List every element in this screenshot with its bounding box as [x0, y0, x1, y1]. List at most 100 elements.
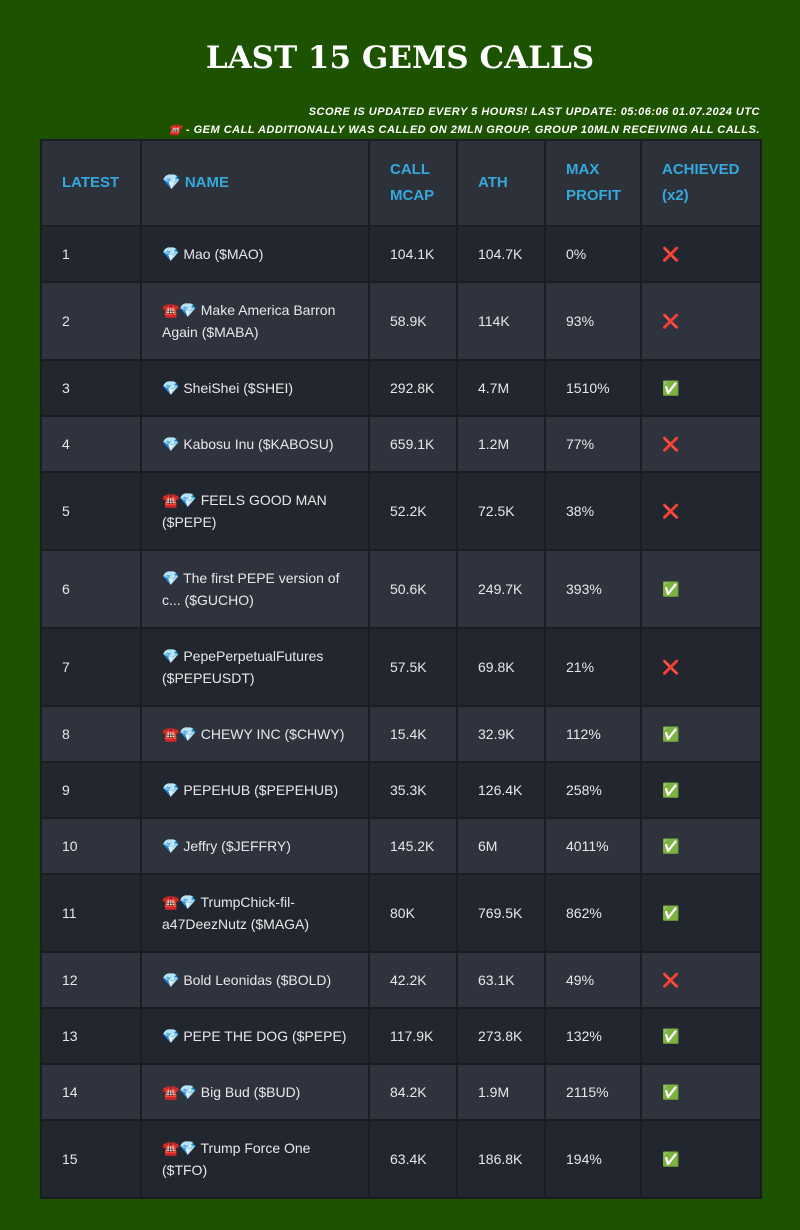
achieved: ✅: [640, 705, 762, 763]
ath: 1.9M: [456, 1063, 546, 1121]
call-mcap: 117.9K: [368, 1007, 458, 1065]
call-mcap: 63.4K: [368, 1119, 458, 1199]
rank: 13: [40, 1007, 142, 1065]
ath: 1.2M: [456, 415, 546, 473]
column-header: LATEST: [40, 139, 142, 227]
max-profit: 93%: [544, 281, 642, 361]
title: LAST 15 GEMS CALLS: [205, 40, 595, 76]
max-profit: 49%: [544, 951, 642, 1009]
call-mcap: 15.4K: [368, 705, 458, 763]
rank: 9: [40, 761, 142, 819]
rank: 8: [40, 705, 142, 763]
token-name: ☎️💎 Trump Force One ($TFO): [140, 1119, 370, 1199]
rank: 12: [40, 951, 142, 1009]
call-mcap: 292.8K: [368, 359, 458, 417]
achieved: ✅: [640, 1063, 762, 1121]
token-name: 💎 PEPEHUB ($PEPEHUB): [140, 761, 370, 819]
achieved: ❌: [640, 225, 762, 283]
token-name: 💎 Mao ($MAO): [140, 225, 370, 283]
column-header: 💎 NAME: [140, 139, 370, 227]
call-mcap: 35.3K: [368, 761, 458, 819]
calls-table: LATEST 💎 NAME CALL MCAP ATH MAX PROFIT ACHIEV…: [40, 139, 762, 1199]
max-profit: 2115%: [544, 1063, 642, 1121]
call-mcap: 58.9K: [368, 281, 458, 361]
column-header: ACHIEVED (x2): [640, 139, 762, 227]
table-row: 11 ☎️💎 TrumpChick-fil-a47DeezNutz ($MAGA)…: [40, 873, 762, 953]
achieved: ✅: [640, 1119, 762, 1199]
token-name: 💎 The first PEPE version of c... ($GUCHO…: [140, 549, 370, 629]
call-mcap: 145.2K: [368, 817, 458, 875]
achieved: ✅: [640, 817, 762, 875]
table-row: 7 💎 PepePerpetualFutures ($PEPEUSDT) 57.5K…: [40, 627, 762, 707]
ath: 114K: [456, 281, 546, 361]
token-name: ☎️💎 FEELS GOOD MAN ($PEPE): [140, 471, 370, 551]
max-profit: 4011%: [544, 817, 642, 875]
max-profit: 862%: [544, 873, 642, 953]
ath: 72.5K: [456, 471, 546, 551]
achieved: ❌: [640, 627, 762, 707]
call-mcap: 42.2K: [368, 951, 458, 1009]
column-header: ATH: [456, 139, 546, 227]
achieved: ❌: [640, 471, 762, 551]
token-name: ☎️💎 Make America Barron Again ($MABA): [140, 281, 370, 361]
ath: 69.8K: [456, 627, 546, 707]
achieved: ✅: [640, 761, 762, 819]
max-profit: 38%: [544, 471, 642, 551]
ath: 769.5K: [456, 873, 546, 953]
ath: 4.7M: [456, 359, 546, 417]
call-mcap: 52.2K: [368, 471, 458, 551]
max-profit: 132%: [544, 1007, 642, 1065]
max-profit: 1510%: [544, 359, 642, 417]
rank: 10: [40, 817, 142, 875]
table-row: 8 ☎️💎 CHEWY INC ($CHWY) 15.4K 32.9K 112% ✅: [40, 705, 762, 763]
table-row: 2 ☎️💎 Make America Barron Again ($MABA) 58…: [40, 281, 762, 361]
token-name: 💎 Jeffry ($JEFFRY): [140, 817, 370, 875]
table-row: 3 💎 SheiShei ($SHEI) 292.8K 4.7M 1510% ✅: [40, 359, 762, 417]
table-row: 5 ☎️💎 FEELS GOOD MAN ($PEPE) 52.2K 72.5K 38%…: [40, 471, 762, 551]
achieved: ✅: [640, 549, 762, 629]
max-profit: 21%: [544, 627, 642, 707]
ath: 63.1K: [456, 951, 546, 1009]
rank: 5: [40, 471, 142, 551]
token-name: 💎 Kabosu Inu ($KABOSU): [140, 415, 370, 473]
ath: 104.7K: [456, 225, 546, 283]
rank: 6: [40, 549, 142, 629]
update-note: SCORE IS UPDATED EVERY 5 HOURS! LAST UPD…: [308, 106, 760, 118]
token-name: 💎 SheiShei ($SHEI): [140, 359, 370, 417]
achieved: ✅: [640, 1007, 762, 1065]
table-row: 15 ☎️💎 Trump Force One ($TFO) 63.4K 186.8K 1…: [40, 1119, 762, 1199]
achieved: ❌: [640, 951, 762, 1009]
table-row: 10 💎 Jeffry ($JEFFRY) 145.2K 6M 4011% ✅: [40, 817, 762, 875]
call-mcap: 57.5K: [368, 627, 458, 707]
rank: 14: [40, 1063, 142, 1121]
max-profit: 258%: [544, 761, 642, 819]
rank: 11: [40, 873, 142, 953]
call-mcap: 659.1K: [368, 415, 458, 473]
table-row: 4 💎 Kabosu Inu ($KABOSU) 659.1K 1.2M 77% ❌: [40, 415, 762, 473]
token-name: ☎️💎 TrumpChick-fil-a47DeezNutz ($MAGA): [140, 873, 370, 953]
call-mcap: 84.2K: [368, 1063, 458, 1121]
table-row: 13 💎 PEPE THE DOG ($PEPE) 117.9K 273.8K 132%…: [40, 1007, 762, 1065]
column-header: MAX PROFIT: [544, 139, 642, 227]
rank: 15: [40, 1119, 142, 1199]
token-name: 💎 PEPE THE DOG ($PEPE): [140, 1007, 370, 1065]
rank: 1: [40, 225, 142, 283]
token-name: 💎 PepePerpetualFutures ($PEPEUSDT): [140, 627, 370, 707]
call-mcap: 50.6K: [368, 549, 458, 629]
ath: 126.4K: [456, 761, 546, 819]
ath: 273.8K: [456, 1007, 546, 1065]
token-name: ☎️💎 CHEWY INC ($CHWY): [140, 705, 370, 763]
rank: 7: [40, 627, 142, 707]
ath: 6M: [456, 817, 546, 875]
rank: 2: [40, 281, 142, 361]
max-profit: 393%: [544, 549, 642, 629]
max-profit: 194%: [544, 1119, 642, 1199]
table-row: 12 💎 Bold Leonidas ($BOLD) 42.2K 63.1K 49% ❌: [40, 951, 762, 1009]
ath: 249.7K: [456, 549, 546, 629]
ath: 32.9K: [456, 705, 546, 763]
rank: 3: [40, 359, 142, 417]
table-row: 9 💎 PEPEHUB ($PEPEHUB) 35.3K 126.4K 258% ✅: [40, 761, 762, 819]
column-header: CALL MCAP: [368, 139, 458, 227]
achieved: ❌: [640, 281, 762, 361]
